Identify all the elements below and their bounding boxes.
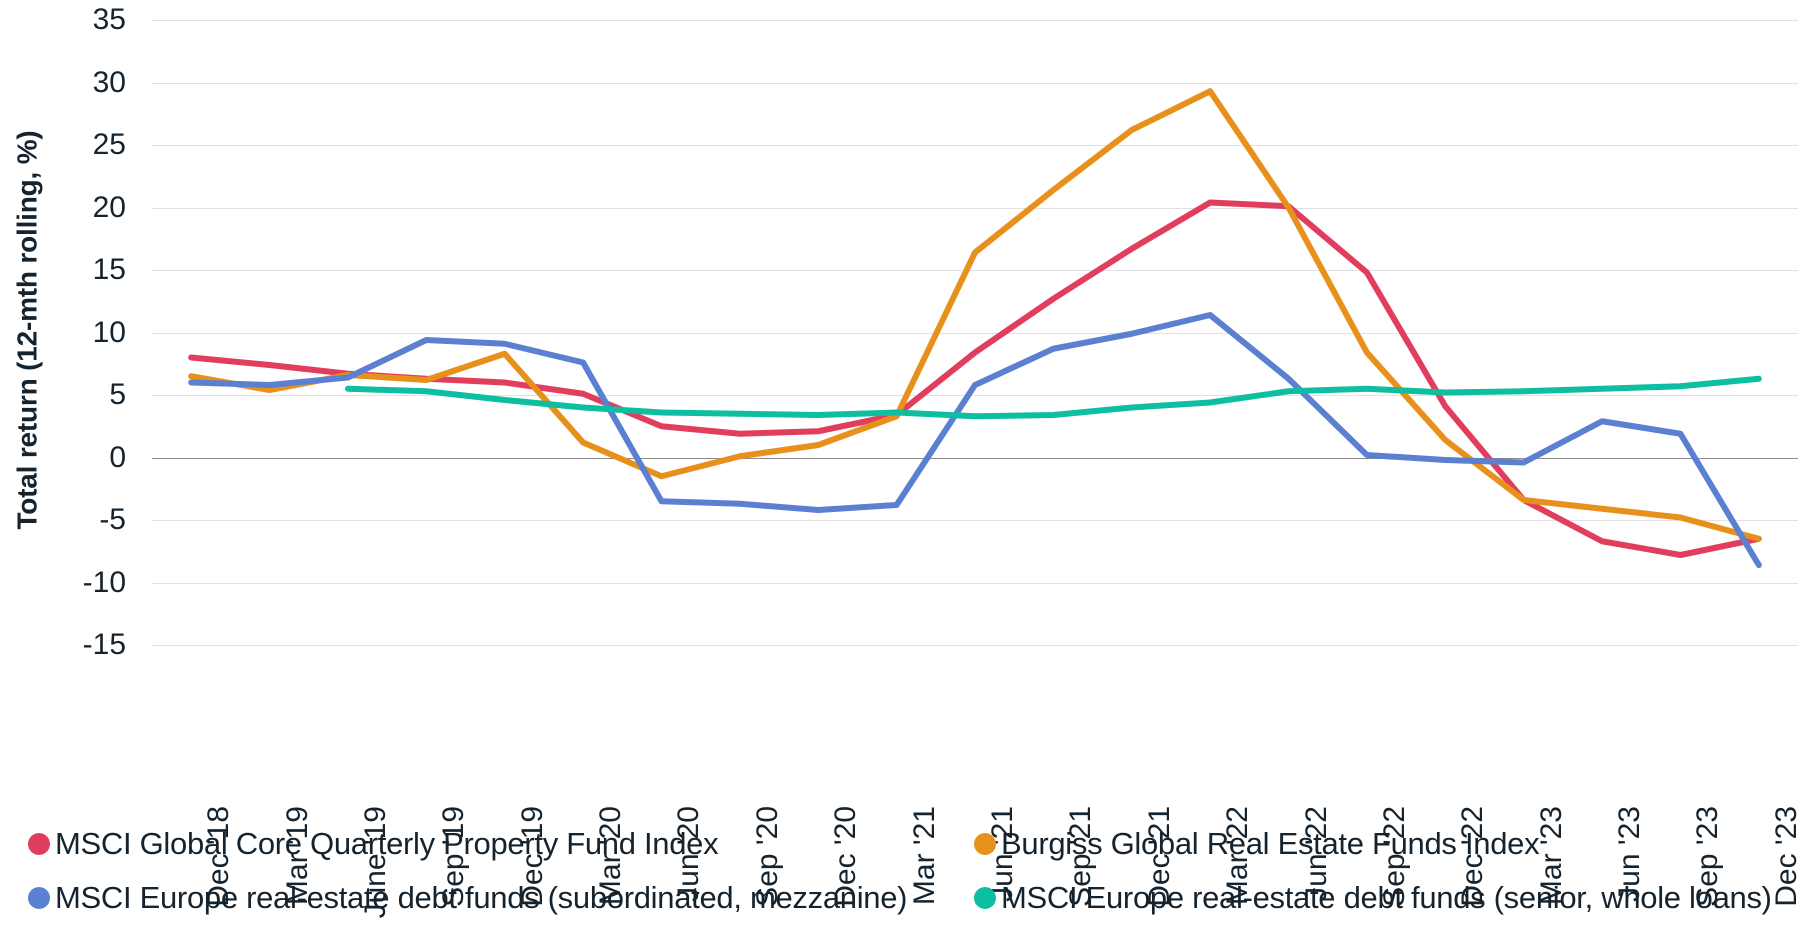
y-axis-tick-labels: 35 30 25 20 15 10 5 0 -5 -10 -15 [0,3,146,661]
y-tick-label: 5 [109,378,126,411]
gridline [152,82,1798,84]
y-tick-label: -10 [82,565,126,599]
y-tick-label: -15 [82,628,126,661]
y-tick-label: 25 [92,128,126,161]
series-line [188,312,1762,568]
legend-marker-dot-icon [974,833,996,855]
legend-item[interactable]: MSCI Europe real-estate debt funds (subo… [28,880,908,916]
series-lines [188,88,1762,568]
gridline [152,20,1798,21]
legend-item[interactable]: MSCI Global Core Quarterly Property Fund… [28,826,719,862]
gridline [152,457,1798,459]
gridline [152,520,1798,521]
y-tick-label: -5 [99,503,126,536]
legend-item[interactable]: MSCI Europe real-estate debt funds (seni… [974,880,1772,916]
y-tick-label: 10 [92,315,126,349]
y-tick-label: 35 [92,3,126,36]
legend-item-label: MSCI Europe real-estate debt funds (seni… [1001,880,1772,915]
gridline [152,332,1798,334]
series-line [344,375,1762,420]
chart-legend: MSCI Global Core Quarterly Property Fund… [14,826,1814,926]
gridline [152,270,1798,271]
y-tick-label: 15 [92,253,126,286]
gridline [152,395,1798,396]
legend-marker-dot-icon [974,887,996,909]
x-axis-tick-labels: Dec '18 Mar '19 June '19 Sep '19 Dec '19 Mar … [152,648,1803,919]
y-tick-label: 30 [92,65,126,99]
legend-item-label: Burgiss Global Real Estate Funds Index [1001,826,1540,861]
legend-item-label: MSCI Europe real-estate debt funds (subo… [55,880,908,915]
y-tick-label: 20 [92,190,126,224]
y-tick-label: 0 [109,440,126,474]
legend-marker-dot-icon [28,887,50,909]
gridline [152,207,1798,209]
gridline [152,145,1798,146]
gridlines [152,20,1798,646]
gridline [152,645,1798,646]
gridline [152,582,1798,584]
legend-marker-dot-icon [28,833,50,855]
series-line [188,199,1762,558]
legend-item[interactable]: Burgiss Global Real Estate Funds Index [974,826,1540,862]
legend-item-label: MSCI Global Core Quarterly Property Fund… [55,826,719,861]
plot-area [152,20,1798,646]
series-line [188,88,1762,542]
